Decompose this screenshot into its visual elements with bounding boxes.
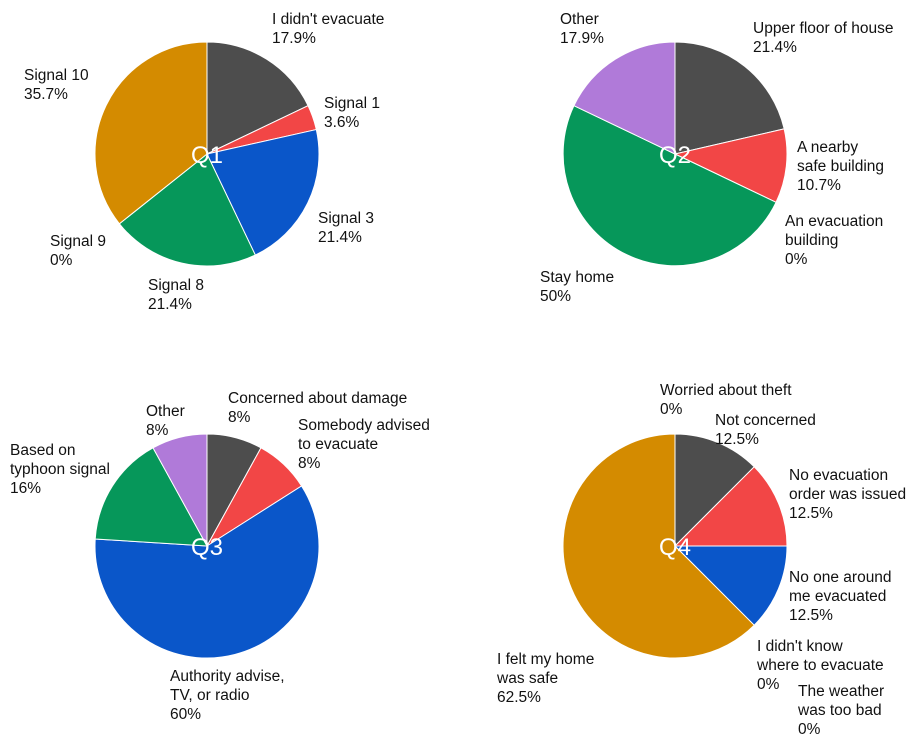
pie-slice [206, 128, 320, 256]
slice-label: Not concerned 12.5% [715, 412, 816, 448]
pie-slice [152, 433, 208, 547]
slice-label: Concerned about damage 8% [228, 390, 407, 426]
pie-slice [673, 545, 788, 626]
pie-slice [562, 105, 777, 267]
slice-label: Signal 9 0% [50, 233, 106, 269]
pie-center-label: Q4 [659, 534, 691, 561]
slice-label: I felt my home was safe 62.5% [496, 651, 594, 706]
pie-center-label: Q2 [659, 142, 691, 169]
slice-label: Other 17.9% [560, 11, 604, 47]
slice-label: An evacuation building 0% [785, 213, 883, 268]
pie-chart-3: Concerned about damage 8% Somebody advised… [10, 390, 430, 723]
pie-slice [674, 433, 755, 548]
pie-center-label: Q1 [191, 142, 223, 169]
slice-label: Signal 3 21.4% [318, 210, 374, 246]
slice-label: I didn't know where to evacuate 0% [756, 638, 884, 693]
slice-label: Based on typhoon signal 16% [10, 442, 110, 497]
slice-label: Other 8% [146, 403, 185, 439]
slice-label: Somebody advised to evacuate 8% [298, 417, 430, 472]
pie-slice [118, 153, 256, 267]
slice-label: Authority advise, TV, or radio 60% [170, 668, 285, 723]
slice-label: Signal 8 21.4% [148, 277, 204, 313]
pie-chart-4: Worried about theft 0%Not concerned 12.5% N… [496, 382, 906, 738]
pie-slice [94, 447, 208, 547]
pie-slice [206, 41, 309, 155]
pie-slice [674, 41, 785, 155]
pie-center-label: Q3 [191, 534, 223, 561]
slice-label: Upper floor of house 21.4% [753, 20, 893, 56]
pie-slice [573, 41, 676, 155]
slice-label: The weather was too bad 0% [797, 683, 884, 738]
pie-chart-1: I didn't evacuate 17.9% Signal 1 3.6% Signal… [24, 11, 384, 313]
pie-slice [673, 128, 788, 203]
pie-slice [94, 41, 208, 225]
pie-slice [94, 485, 320, 659]
slice-label: Signal 1 3.6% [324, 95, 380, 131]
slice-label: No evacuation order was issued 12.5% [789, 467, 906, 522]
slice-label: Signal 10 35.7% [24, 67, 89, 103]
pie-slice [562, 433, 755, 659]
slice-label: Stay home 50% [540, 269, 614, 305]
pie-slice [673, 466, 788, 547]
slice-label: I didn't evacuate 17.9% [272, 11, 384, 47]
slice-label: Worried about theft 0% [660, 382, 792, 418]
pie-chart-2: Upper floor of house 21.4% A nearby safe bu… [540, 11, 893, 305]
slice-label: No one around me evacuated 12.5% [789, 569, 892, 624]
slice-label: A nearby safe building 10.7% [797, 139, 884, 194]
